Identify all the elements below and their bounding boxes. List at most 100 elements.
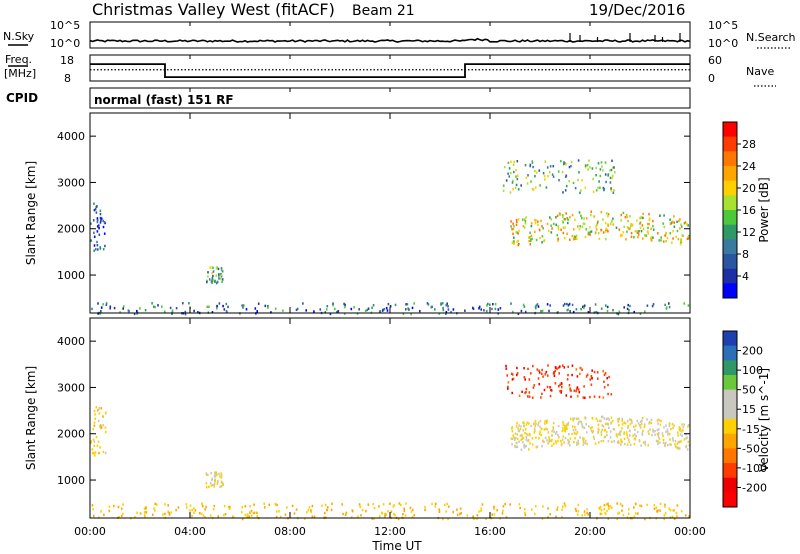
velocity-cell (373, 506, 376, 510)
power-cell (547, 175, 549, 178)
velocity-cell (676, 514, 678, 518)
velocity-cell (639, 420, 642, 423)
power-cell (578, 211, 581, 214)
velocity-cell (634, 437, 637, 441)
colorbar-swatch (723, 360, 737, 376)
velocity-cell (644, 443, 647, 446)
power-cell (446, 302, 448, 305)
power-cell (512, 222, 514, 225)
power-cell (434, 308, 436, 311)
velocity-cell (556, 367, 558, 370)
velocity-cell (522, 421, 524, 424)
power-cell (634, 230, 637, 233)
power-cell (442, 308, 445, 312)
power-cell (604, 221, 607, 225)
power-cell (574, 235, 577, 239)
power-cell (628, 309, 630, 312)
velocity-cell (575, 432, 578, 436)
power-cell (367, 307, 370, 310)
velocity-cell (586, 508, 588, 511)
velocity-cell (554, 369, 557, 373)
velocity-cell (493, 507, 495, 510)
power-cell (209, 266, 211, 269)
velocity-cell (97, 409, 99, 412)
power-cell (492, 303, 494, 306)
velocity-cell (96, 444, 99, 447)
colorbar-swatch (723, 492, 737, 508)
velocity-cell (424, 505, 426, 509)
velocity-cell (459, 512, 461, 516)
power-cell (583, 217, 585, 220)
velocity-cell (643, 425, 646, 429)
velocity-cell (143, 510, 146, 514)
velocity-cell (580, 420, 583, 424)
power-cell (537, 223, 539, 226)
velocity-cell (567, 421, 570, 425)
velocity-cell (622, 513, 625, 517)
power-cell (171, 310, 174, 314)
velocity-cell (546, 419, 548, 422)
velocity-cell (518, 394, 521, 397)
velocity-cell (515, 445, 517, 449)
power-cell (639, 226, 642, 229)
power-cell (600, 228, 602, 232)
velocity-cell (555, 366, 557, 369)
power-cell (549, 304, 551, 307)
velocity-cell (654, 430, 656, 433)
power-cell (557, 239, 559, 242)
power-cell (489, 303, 491, 306)
power-cell (502, 184, 505, 187)
velocity-cell (244, 513, 247, 517)
velocity-cell (122, 512, 124, 516)
velocity-cell (652, 430, 655, 433)
velocity-cell (606, 433, 608, 437)
velocity-cell (104, 411, 107, 414)
velocity-cell (92, 438, 95, 441)
velocity-cell (616, 441, 619, 444)
power-cell (573, 235, 576, 238)
velocity-cell (202, 514, 205, 517)
ytick-label: 2000 (57, 223, 85, 236)
velocity-cell (293, 512, 296, 515)
velocity-cell (397, 517, 400, 521)
power-cell (144, 309, 147, 312)
velocity-cell (524, 508, 526, 511)
power-cell (95, 248, 97, 251)
velocity-cell (629, 434, 631, 437)
power-cell (216, 307, 218, 310)
velocity-cell (654, 433, 656, 436)
velocity-cell (571, 425, 574, 428)
velocity-cell (522, 437, 525, 440)
velocity-cell (684, 514, 687, 517)
velocity-cell (676, 442, 679, 445)
power-cell (410, 312, 412, 316)
velocity-cell (568, 433, 570, 436)
power-cell (531, 237, 533, 241)
power-cell (578, 228, 581, 231)
power-cell (329, 312, 332, 316)
ytick-label: 3000 (57, 381, 85, 394)
power-cell (687, 235, 690, 238)
power-cell (563, 237, 566, 240)
velocity-cell (610, 430, 612, 433)
power-cell (562, 304, 565, 307)
colorbar-tick-label: 100 (742, 364, 763, 377)
power-cell (566, 217, 569, 220)
velocity-cell (534, 429, 536, 432)
velocity-cell (555, 441, 558, 445)
nsky-line (89, 37, 691, 43)
power-cell (564, 226, 566, 229)
velocity-cell (685, 437, 687, 440)
velocity-cell (577, 442, 580, 445)
velocity-cell (677, 446, 680, 450)
velocity-cell (535, 446, 538, 449)
velocity-cell (549, 394, 552, 398)
power-cell (584, 186, 587, 189)
velocity-cell (583, 426, 586, 430)
velocity-cell (656, 432, 659, 436)
velocity-cell (211, 477, 214, 480)
velocity-cell (607, 505, 610, 508)
velocity-cell (326, 509, 328, 512)
power-cell (567, 308, 569, 311)
power-cell (645, 234, 648, 237)
